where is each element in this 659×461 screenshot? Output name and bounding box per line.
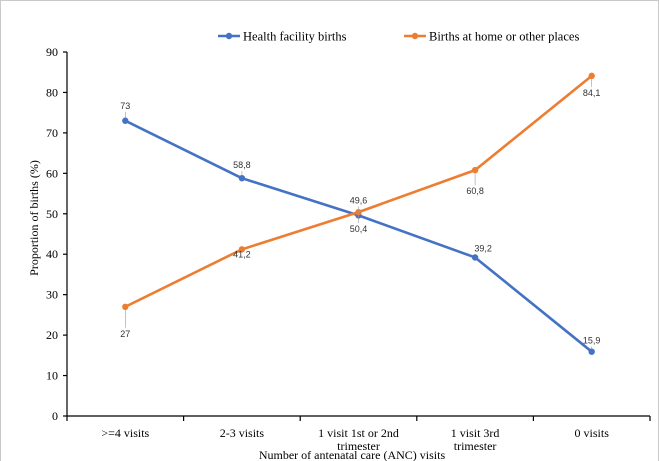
x-tick-label: >=4 visits <box>101 426 149 440</box>
data-label: 73 <box>120 101 130 111</box>
x-tick-label: 2-3 visits <box>220 426 265 440</box>
data-label: 27 <box>120 329 130 339</box>
data-label: 41,2 <box>233 249 251 259</box>
data-labels: 73 58,8 49,6 39,2 15,9 27 41,2 50,4 60,8 84,1 <box>120 78 601 349</box>
y-tick-label: 10 <box>46 369 58 383</box>
data-point <box>122 117 129 124</box>
data-point <box>588 348 595 355</box>
data-label: 60,8 <box>466 186 484 196</box>
series-line-health-facility-births <box>124 119 593 353</box>
x-axis-label: Number of antenatal care (ANC) visits <box>259 448 446 461</box>
y-tick-label: 90 <box>46 45 58 59</box>
y-tick-label: 70 <box>46 126 58 140</box>
axes <box>63 51 651 421</box>
y-tick-label: 0 <box>52 409 58 423</box>
legend-swatch-marker <box>225 32 233 40</box>
y-tick-label: 60 <box>46 166 58 180</box>
x-tick-label: 1 visit 1st or 2nd trimester <box>318 426 399 453</box>
y-tick-labels: 0 10 20 30 40 50 60 70 80 90 <box>46 45 58 423</box>
legend: Health facility births Births at home or … <box>218 30 579 44</box>
y-tick-label: 80 <box>46 85 58 99</box>
y-tick-label: 30 <box>46 288 58 302</box>
data-label: 58,8 <box>233 160 251 170</box>
data-point <box>471 254 479 261</box>
x-tick-labels: >=4 visits 2-3 visits 1 visit 1st or 2nd tr… <box>101 426 609 453</box>
legend-entry: Health facility births <box>243 30 347 44</box>
data-point <box>471 166 479 174</box>
data-label: 50,4 <box>350 224 368 234</box>
y-tick-label: 50 <box>46 207 58 221</box>
data-point <box>588 72 595 80</box>
data-point <box>238 174 246 182</box>
data-label: 39,2 <box>474 243 492 253</box>
data-label: 49,6 <box>350 195 368 205</box>
data-label: 15,9 <box>583 336 601 346</box>
x-tick-label: 0 visits <box>575 426 610 440</box>
series-line-births-at-home <box>124 74 593 308</box>
y-tick-label: 20 <box>46 328 58 342</box>
y-tick-label: 40 <box>46 247 58 261</box>
data-point <box>122 303 129 310</box>
legend-swatch-marker <box>411 32 419 40</box>
x-tick-label: 1 visit 3rd trimester <box>451 426 500 453</box>
data-label: 84,1 <box>583 88 601 98</box>
legend-entry: Births at home or other places <box>429 30 579 44</box>
y-axis-label: Proportion of births (%) <box>27 160 41 276</box>
series-points <box>122 72 595 355</box>
